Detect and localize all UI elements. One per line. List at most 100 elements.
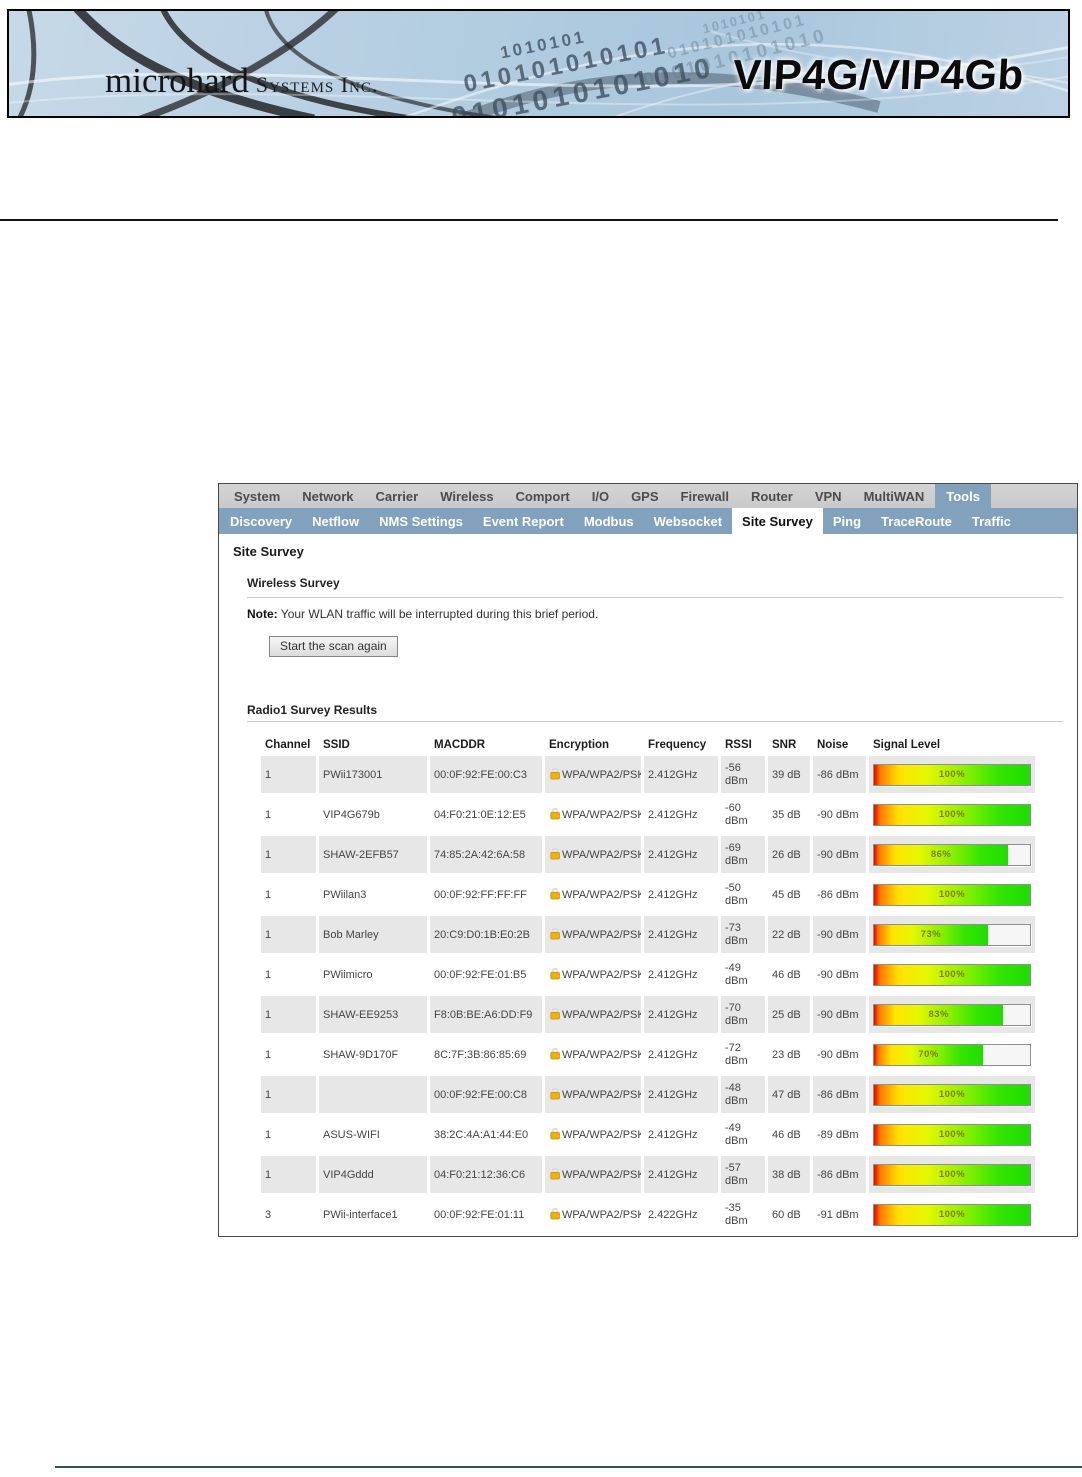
table-row: 1 VIP4Gddd 04:F0:21:12:36:C6 WPA/WPA2/PS… <box>261 1156 1035 1193</box>
nav-item-vpn[interactable]: VPN <box>804 484 853 508</box>
cell-ssid: Bob Marley <box>319 916 427 953</box>
cell-signal: 100% <box>869 1076 1035 1113</box>
nav-item-wireless[interactable]: Wireless <box>429 484 504 508</box>
lock-icon <box>549 1007 561 1023</box>
subnav-item-modbus[interactable]: Modbus <box>574 508 644 534</box>
encryption-label: WPA/WPA2/PSK <box>562 1009 641 1021</box>
signal-percent-label: 100% <box>939 969 965 980</box>
nav-item-system[interactable]: System <box>223 484 291 508</box>
subnav-item-event-report[interactable]: Event Report <box>473 508 574 534</box>
cell-encryption: WPA/WPA2/PSK <box>545 996 641 1033</box>
subnav-item-websocket[interactable]: Websocket <box>644 508 732 534</box>
cell-encryption: WPA/WPA2/PSK <box>545 796 641 833</box>
cell-encryption: WPA/WPA2/PSK <box>545 956 641 993</box>
subnav-item-discovery[interactable]: Discovery <box>220 508 302 534</box>
subnav-item-nms-settings[interactable]: NMS Settings <box>369 508 473 534</box>
subnav-item-traffic[interactable]: Traffic <box>962 508 1021 534</box>
cell-channel: 1 <box>261 1076 316 1113</box>
cell-noise: -90 dBm <box>813 796 866 833</box>
cell-encryption: WPA/WPA2/PSK <box>545 916 641 953</box>
cell-channel: 3 <box>261 1196 316 1233</box>
signal-percent-label: 100% <box>939 1089 965 1100</box>
lock-icon <box>549 847 561 863</box>
nav-item-i-o[interactable]: I/O <box>581 484 620 508</box>
cell-mac: 04:F0:21:0E:12:E5 <box>430 796 542 833</box>
company-logo: microhardSystems Inc. <box>105 61 378 101</box>
table-row: 3 PWii-interface1 00:0F:92:FE:01:11 WPA/… <box>261 1196 1035 1233</box>
signal-bar-fill: 100% <box>874 1125 1030 1145</box>
cell-snr: 26 dB <box>768 836 810 873</box>
signal-percent-label: 86% <box>931 849 952 860</box>
signal-percent-label: 83% <box>928 1009 949 1020</box>
cell-frequency: 2.412GHz <box>644 756 718 793</box>
column-header: SNR <box>768 738 810 753</box>
cell-noise: -86 dBm <box>813 1076 866 1113</box>
cell-frequency: 2.412GHz <box>644 1036 718 1073</box>
encryption-label: WPA/WPA2/PSK <box>562 1049 641 1061</box>
nav-item-comport[interactable]: Comport <box>505 484 581 508</box>
encryption-label: WPA/WPA2/PSK <box>562 889 641 901</box>
cell-rssi: -69dBm <box>721 836 765 873</box>
nav-item-network[interactable]: Network <box>291 484 364 508</box>
nav-item-multiwan[interactable]: MultiWAN <box>853 484 936 508</box>
table-row: 1 SHAW-9D170F 8C:7F:3B:86:85:69 WPA/WPA2… <box>261 1036 1035 1073</box>
cell-noise: -90 dBm <box>813 1036 866 1073</box>
table-row: 1 SHAW-2EFB57 74:85:2A:42:6A:58 WPA/WPA2… <box>261 836 1035 873</box>
cell-frequency: 2.412GHz <box>644 1076 718 1113</box>
cell-channel: 1 <box>261 836 316 873</box>
signal-bar: 100% <box>873 804 1031 826</box>
subnav-item-site-survey[interactable]: Site Survey <box>732 508 823 534</box>
subnav-item-traceroute[interactable]: TraceRoute <box>871 508 962 534</box>
nav-item-carrier[interactable]: Carrier <box>365 484 430 508</box>
cell-frequency: 2.412GHz <box>644 956 718 993</box>
cell-encryption: WPA/WPA2/PSK <box>545 1156 641 1193</box>
cell-ssid: VIP4G679b <box>319 796 427 833</box>
cell-ssid: ASUS-WIFI <box>319 1116 427 1153</box>
cell-channel: 1 <box>261 1156 316 1193</box>
logo-suffix: Systems Inc. <box>256 72 379 97</box>
cell-snr: 35 dB <box>768 796 810 833</box>
lock-icon <box>549 1207 561 1223</box>
cell-mac: 8C:7F:3B:86:85:69 <box>430 1036 542 1073</box>
cell-channel: 1 <box>261 956 316 993</box>
cell-noise: -86 dBm <box>813 1156 866 1193</box>
product-name: VIP4G/VIP4Gb <box>732 51 1025 99</box>
cell-rssi: -49dBm <box>721 1116 765 1153</box>
cell-signal: 70% <box>869 1036 1035 1073</box>
lock-icon <box>549 1127 561 1143</box>
signal-bar-fill: 100% <box>874 1205 1030 1225</box>
table-row: 1 ASUS-WIFI 38:2C:4A:A1:44:E0 WPA/WPA2/P… <box>261 1116 1035 1153</box>
encryption-label: WPA/WPA2/PSK <box>562 969 641 981</box>
cell-rssi: -49dBm <box>721 956 765 993</box>
lock-icon <box>549 967 561 983</box>
start-scan-button[interactable]: Start the scan again <box>269 636 398 657</box>
signal-percent-label: 70% <box>918 1049 939 1060</box>
nav-item-gps[interactable]: GPS <box>620 484 669 508</box>
nav-item-tools[interactable]: Tools <box>935 484 991 508</box>
cell-ssid: PWii173001 <box>319 756 427 793</box>
cell-snr: 60 dB <box>768 1196 810 1233</box>
signal-percent-label: 100% <box>939 769 965 780</box>
signal-bar: 100% <box>873 1124 1031 1146</box>
cell-rssi: -70dBm <box>721 996 765 1033</box>
column-header: Encryption <box>545 738 641 753</box>
cell-frequency: 2.412GHz <box>644 1156 718 1193</box>
cell-mac: 00:0F:92:FE:01:11 <box>430 1196 542 1233</box>
subnav-item-ping[interactable]: Ping <box>823 508 871 534</box>
cell-ssid: PWii-interface1 <box>319 1196 427 1233</box>
footer-divider <box>55 1466 1082 1468</box>
cell-noise: -90 dBm <box>813 996 866 1033</box>
note-label: Note: <box>247 607 278 621</box>
signal-bar-fill: 100% <box>874 1165 1030 1185</box>
nav-item-firewall[interactable]: Firewall <box>670 484 740 508</box>
cell-rssi: -56dBm <box>721 756 765 793</box>
cell-noise: -86 dBm <box>813 756 866 793</box>
nav-item-router[interactable]: Router <box>740 484 804 508</box>
cell-signal: 100% <box>869 1196 1035 1233</box>
cell-noise: -89 dBm <box>813 1116 866 1153</box>
signal-percent-label: 100% <box>939 1169 965 1180</box>
subnav-item-netflow[interactable]: Netflow <box>302 508 369 534</box>
cell-channel: 1 <box>261 876 316 913</box>
cell-channel: 1 <box>261 1116 316 1153</box>
table-row: 1 VIP4G679b 04:F0:21:0E:12:E5 WPA/WPA2/P… <box>261 796 1035 833</box>
